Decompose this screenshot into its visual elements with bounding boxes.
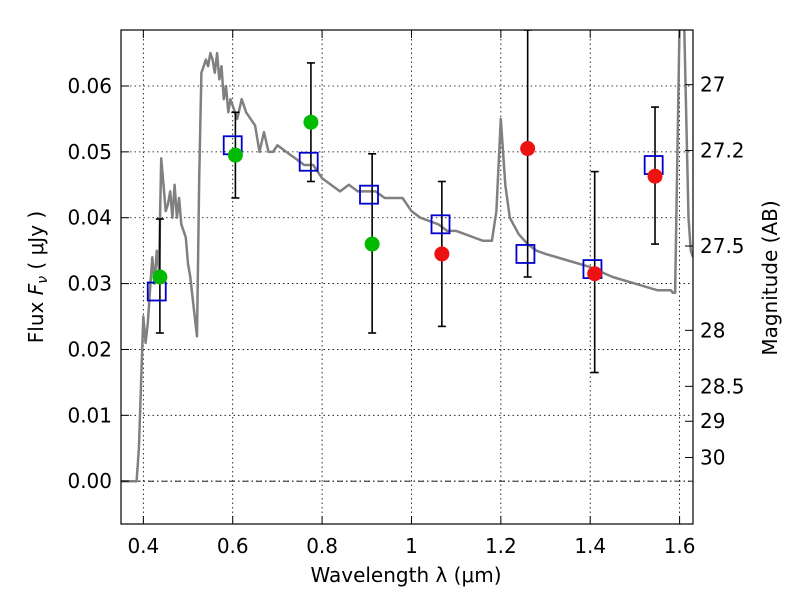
observed-red-point xyxy=(434,246,450,262)
y-tick-label: 0.03 xyxy=(67,272,112,296)
y-tick-label: 0.02 xyxy=(67,337,112,361)
observed-green-point xyxy=(152,269,168,285)
y-tick-label: 0.00 xyxy=(67,469,112,493)
x-axis-label: Wavelength λ (μm) xyxy=(310,563,501,587)
model-photometry-square xyxy=(515,244,536,264)
plot-area xyxy=(121,30,693,483)
magnitude-tick-label: 28.5 xyxy=(700,374,745,398)
y-axis-label: Flux Fν ( μJy ) xyxy=(24,211,51,343)
magnitude-tick-label: 30 xyxy=(700,445,725,469)
plot-background xyxy=(121,30,693,524)
magnitude-tick-label: 27.2 xyxy=(700,139,745,163)
x-tick-label: 1 xyxy=(405,534,418,558)
magnitude-tick-label: 29 xyxy=(700,409,725,433)
y-axis-label-subscript: ν xyxy=(35,276,51,284)
magnitude-tick-label: 27 xyxy=(700,73,725,97)
y-axis-ticks: 0.00 0.01 0.02 0.03 0.04 0.05 0.06 xyxy=(67,74,129,493)
x-tick-label: 0.4 xyxy=(127,534,159,558)
y-tick-label: 0.06 xyxy=(67,74,112,98)
observed-green-point xyxy=(364,236,380,252)
right-axis-label: Magnitude (AB) xyxy=(758,200,782,355)
magnitude-tick-label: 28 xyxy=(700,318,725,342)
model-photometry-square xyxy=(298,151,319,172)
model-photometry-square xyxy=(430,214,451,235)
x-tick-label: 1.2 xyxy=(485,534,517,558)
y-axis-label-prefix: Flux xyxy=(24,295,48,343)
x-tick-label: 0.8 xyxy=(306,534,338,558)
x-axis-ticks: 0.4 0.6 0.8 1 1.2 1.4 1.6 xyxy=(127,30,696,558)
y-axis-label-symbol: F xyxy=(24,283,48,295)
y-tick-label: 0.05 xyxy=(67,140,112,164)
observed-green-point xyxy=(303,114,319,130)
observed-red-point xyxy=(520,141,536,157)
y-tick-label: 0.04 xyxy=(67,206,112,230)
x-tick-label: 1.6 xyxy=(664,534,696,558)
observed-red-point xyxy=(647,168,663,184)
plot-frame xyxy=(120,29,694,525)
magnitude-axis-ticks: 27 27.2 27.5 28 28.5 29 30 xyxy=(685,73,745,469)
x-tick-label: 0.6 xyxy=(217,534,249,558)
observed-red-point xyxy=(587,266,603,282)
y-axis-label-suffix: ( μJy ) xyxy=(24,211,48,276)
y-tick-label: 0.01 xyxy=(67,403,112,427)
spectrum-line xyxy=(121,30,693,483)
magnitude-tick-label: 27.5 xyxy=(700,234,745,258)
model-photometry-square xyxy=(359,184,379,205)
x-tick-label: 1.4 xyxy=(574,534,606,558)
observed-green-point xyxy=(227,147,243,163)
